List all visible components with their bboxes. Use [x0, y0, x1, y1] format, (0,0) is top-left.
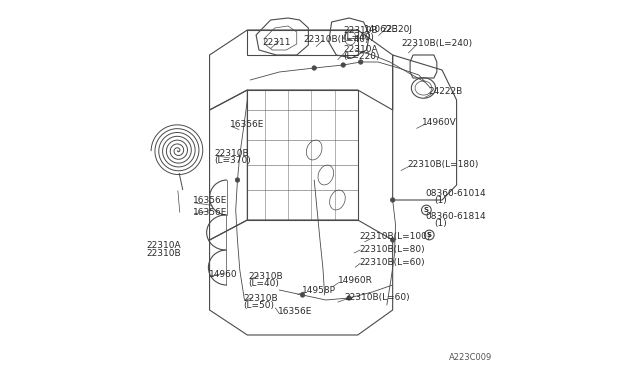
Text: (L=50): (L=50) [244, 301, 275, 310]
Text: (L=220): (L=220) [343, 52, 380, 61]
Text: 22310B: 22310B [248, 272, 284, 280]
Text: 16356E: 16356E [193, 196, 227, 205]
Text: 22310A: 22310A [343, 45, 378, 54]
Text: 14960V: 14960V [422, 118, 457, 126]
Circle shape [347, 296, 351, 300]
Text: (1): (1) [435, 196, 447, 205]
Text: 22310B(L=60): 22310B(L=60) [359, 258, 425, 267]
Text: (L=40): (L=40) [248, 279, 280, 288]
Text: S: S [424, 207, 429, 213]
Text: 08360-61014: 08360-61014 [425, 189, 486, 198]
Text: (1): (1) [435, 219, 447, 228]
Text: 22311: 22311 [262, 38, 291, 47]
Text: 22310B(L=240): 22310B(L=240) [401, 39, 472, 48]
Text: 22310B(L=80): 22310B(L=80) [359, 245, 425, 254]
Text: (L=370): (L=370) [214, 156, 251, 165]
Text: 22310B(L=60): 22310B(L=60) [344, 293, 410, 302]
Text: 22310B: 22310B [244, 294, 278, 303]
Text: 22320J: 22320J [381, 25, 412, 34]
Circle shape [236, 178, 240, 182]
Circle shape [300, 293, 305, 297]
Text: 14958P: 14958P [302, 286, 336, 295]
Text: 22310B(L=180): 22310B(L=180) [408, 160, 479, 169]
Text: 22310A: 22310A [146, 241, 180, 250]
Text: 08360-61814: 08360-61814 [425, 212, 486, 221]
Text: A223C009: A223C009 [449, 353, 492, 362]
Text: 22310B(L=100): 22310B(L=100) [359, 232, 431, 241]
Text: 16356E: 16356E [193, 208, 227, 217]
Text: 22310B(L=40): 22310B(L=40) [303, 35, 369, 44]
Text: 14960R: 14960R [338, 276, 372, 285]
Text: 16356E: 16356E [278, 307, 313, 316]
Text: 14062E: 14062E [364, 25, 398, 34]
Text: 22310B: 22310B [344, 26, 378, 35]
Text: 14960: 14960 [209, 270, 238, 279]
Text: 16356E: 16356E [230, 120, 264, 129]
Circle shape [312, 66, 316, 70]
Text: 22310B: 22310B [214, 149, 248, 158]
Text: S: S [427, 232, 432, 238]
Circle shape [358, 60, 363, 64]
Circle shape [390, 198, 395, 202]
Text: 22310B: 22310B [146, 249, 180, 258]
Text: (L=40): (L=40) [344, 33, 374, 42]
Circle shape [390, 238, 395, 242]
Text: 24222B: 24222B [428, 87, 462, 96]
Circle shape [341, 63, 346, 67]
